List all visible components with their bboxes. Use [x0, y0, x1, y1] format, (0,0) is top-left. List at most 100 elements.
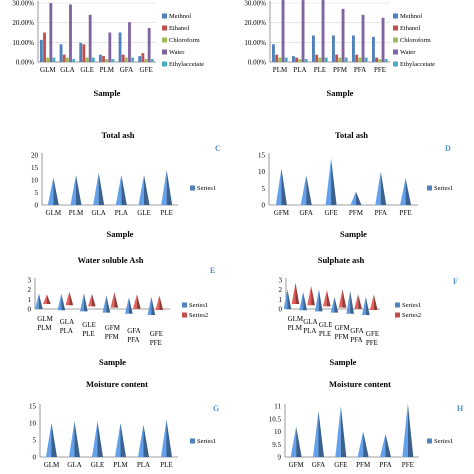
cone-bar	[88, 293, 92, 307]
chart-title: Total ash	[335, 130, 368, 140]
x-tick-label: PLA	[137, 461, 150, 469]
bar	[315, 54, 319, 62]
x-tick-label: GLM PLM	[37, 315, 53, 332]
bar	[344, 57, 348, 62]
legend-label: Chloroform	[169, 37, 200, 44]
bar	[275, 54, 279, 62]
panel-letter: G	[213, 404, 219, 413]
cone-bar	[315, 289, 319, 312]
y-tick-label: 15	[31, 164, 39, 172]
cone-bar-shade	[326, 289, 331, 307]
chart-panel-a: 0.00% 10.00% 20.00% 30.00% GLM GLA GLE PLM GFA GF…	[12, 0, 204, 98]
bar	[128, 22, 131, 62]
cone-bar	[400, 178, 406, 205]
x-tick-label: GFM PFM	[335, 324, 351, 341]
bar	[352, 35, 355, 62]
cone-bar-shade	[296, 426, 302, 457]
y-tick-label: 10.00%	[12, 39, 34, 47]
legend-swatch	[162, 61, 167, 67]
legend-swatch	[393, 61, 398, 67]
bar	[138, 56, 142, 62]
x-tick-label: GLE	[137, 209, 151, 217]
cone-bar-shade	[350, 290, 354, 314]
cone-bar	[300, 175, 307, 205]
bar	[65, 57, 69, 62]
y-tick-label: 10	[274, 428, 282, 436]
bar	[105, 59, 109, 62]
cone-bar	[283, 289, 288, 309]
x-axis-title: Sample	[330, 357, 357, 367]
bar	[361, 14, 365, 63]
cone-bar-shade	[363, 431, 369, 457]
y-tick-label: 20	[31, 152, 39, 160]
y-tick-label: 2	[279, 286, 283, 294]
y-tick-label: 15	[29, 403, 37, 411]
cone-bar	[115, 175, 122, 205]
cone-bar-shade	[159, 295, 164, 310]
cone-bar	[70, 175, 76, 205]
chart-panel-c: C Total ash 0 5 10 15 20 GLM PLM GLA PLA GLE PLE Samp…	[31, 130, 221, 239]
legend-swatch	[395, 312, 400, 318]
legend-label: Series1	[434, 438, 453, 445]
x-tick-label: GFA	[300, 209, 313, 217]
cone-bar	[47, 177, 54, 205]
bar	[124, 57, 128, 62]
cone-bar	[299, 291, 304, 311]
x-tick-label: PFA	[354, 66, 366, 74]
y-tick-label: 20.00%	[244, 19, 266, 27]
cone-bar-shade	[385, 434, 391, 457]
cone-bar-shade	[120, 423, 126, 457]
y-tick-label: 0.00%	[248, 59, 266, 67]
cone-bar	[110, 292, 115, 308]
bar	[118, 32, 122, 62]
cone-bar-shade	[380, 171, 387, 205]
bar	[39, 39, 43, 62]
bar	[304, 59, 308, 62]
chart-title: Moisture content	[86, 379, 148, 389]
cone-bar	[133, 294, 137, 309]
x-tick-label: GFE	[140, 66, 153, 74]
cone-bar-shade	[318, 411, 324, 457]
cone-bar	[346, 290, 351, 314]
y-tick-label: 0	[35, 202, 39, 210]
chart-title: Sulphate ash	[318, 255, 365, 265]
legend-swatch	[393, 25, 398, 31]
y-tick-label: 11	[274, 403, 281, 411]
cone-bar-shade	[287, 289, 292, 309]
x-tick-label: PLE	[160, 461, 172, 469]
cone-bar-shade	[166, 170, 173, 205]
legend-swatch	[393, 49, 398, 55]
cone-bar	[370, 294, 374, 310]
bar	[85, 57, 89, 62]
y-tick-label: 30.00%	[12, 0, 34, 8]
legend-swatch	[393, 13, 398, 19]
bar	[381, 17, 385, 62]
cone-bar	[65, 291, 70, 306]
bar	[338, 57, 342, 62]
y-tick-label: 0	[279, 306, 283, 314]
bar	[98, 54, 102, 62]
y-tick-label: 10	[29, 420, 37, 428]
bar	[298, 59, 302, 62]
cone-bar-shade	[69, 291, 74, 306]
chart-panel-b: 0.00% 10.00% 20.00% 30.00% PLM PLA PLE PFM PFA PF…	[244, 0, 435, 98]
cone-bar-shade	[97, 421, 103, 457]
bar	[88, 14, 92, 63]
x-tick-label: GLM	[46, 209, 62, 217]
cone-bar-shade	[342, 289, 347, 308]
x-axis-title: Sample	[340, 229, 367, 239]
cone-bar-shade	[373, 294, 378, 310]
bar	[332, 35, 335, 62]
legend-label: Ethanol	[400, 25, 420, 32]
cone-bar	[125, 297, 129, 314]
cone-bar	[147, 296, 152, 315]
x-tick-label: GLA	[60, 66, 74, 74]
x-tick-label: GFA PFA	[127, 327, 140, 344]
y-tick-label: 0	[262, 202, 266, 210]
x-tick-label: GLA PLA	[303, 318, 317, 335]
legend-label: Series1	[402, 302, 421, 309]
cone-bar-shade	[358, 294, 362, 309]
cone-bar-shade	[76, 175, 82, 205]
bar	[358, 57, 362, 62]
cone-bar	[291, 282, 296, 304]
